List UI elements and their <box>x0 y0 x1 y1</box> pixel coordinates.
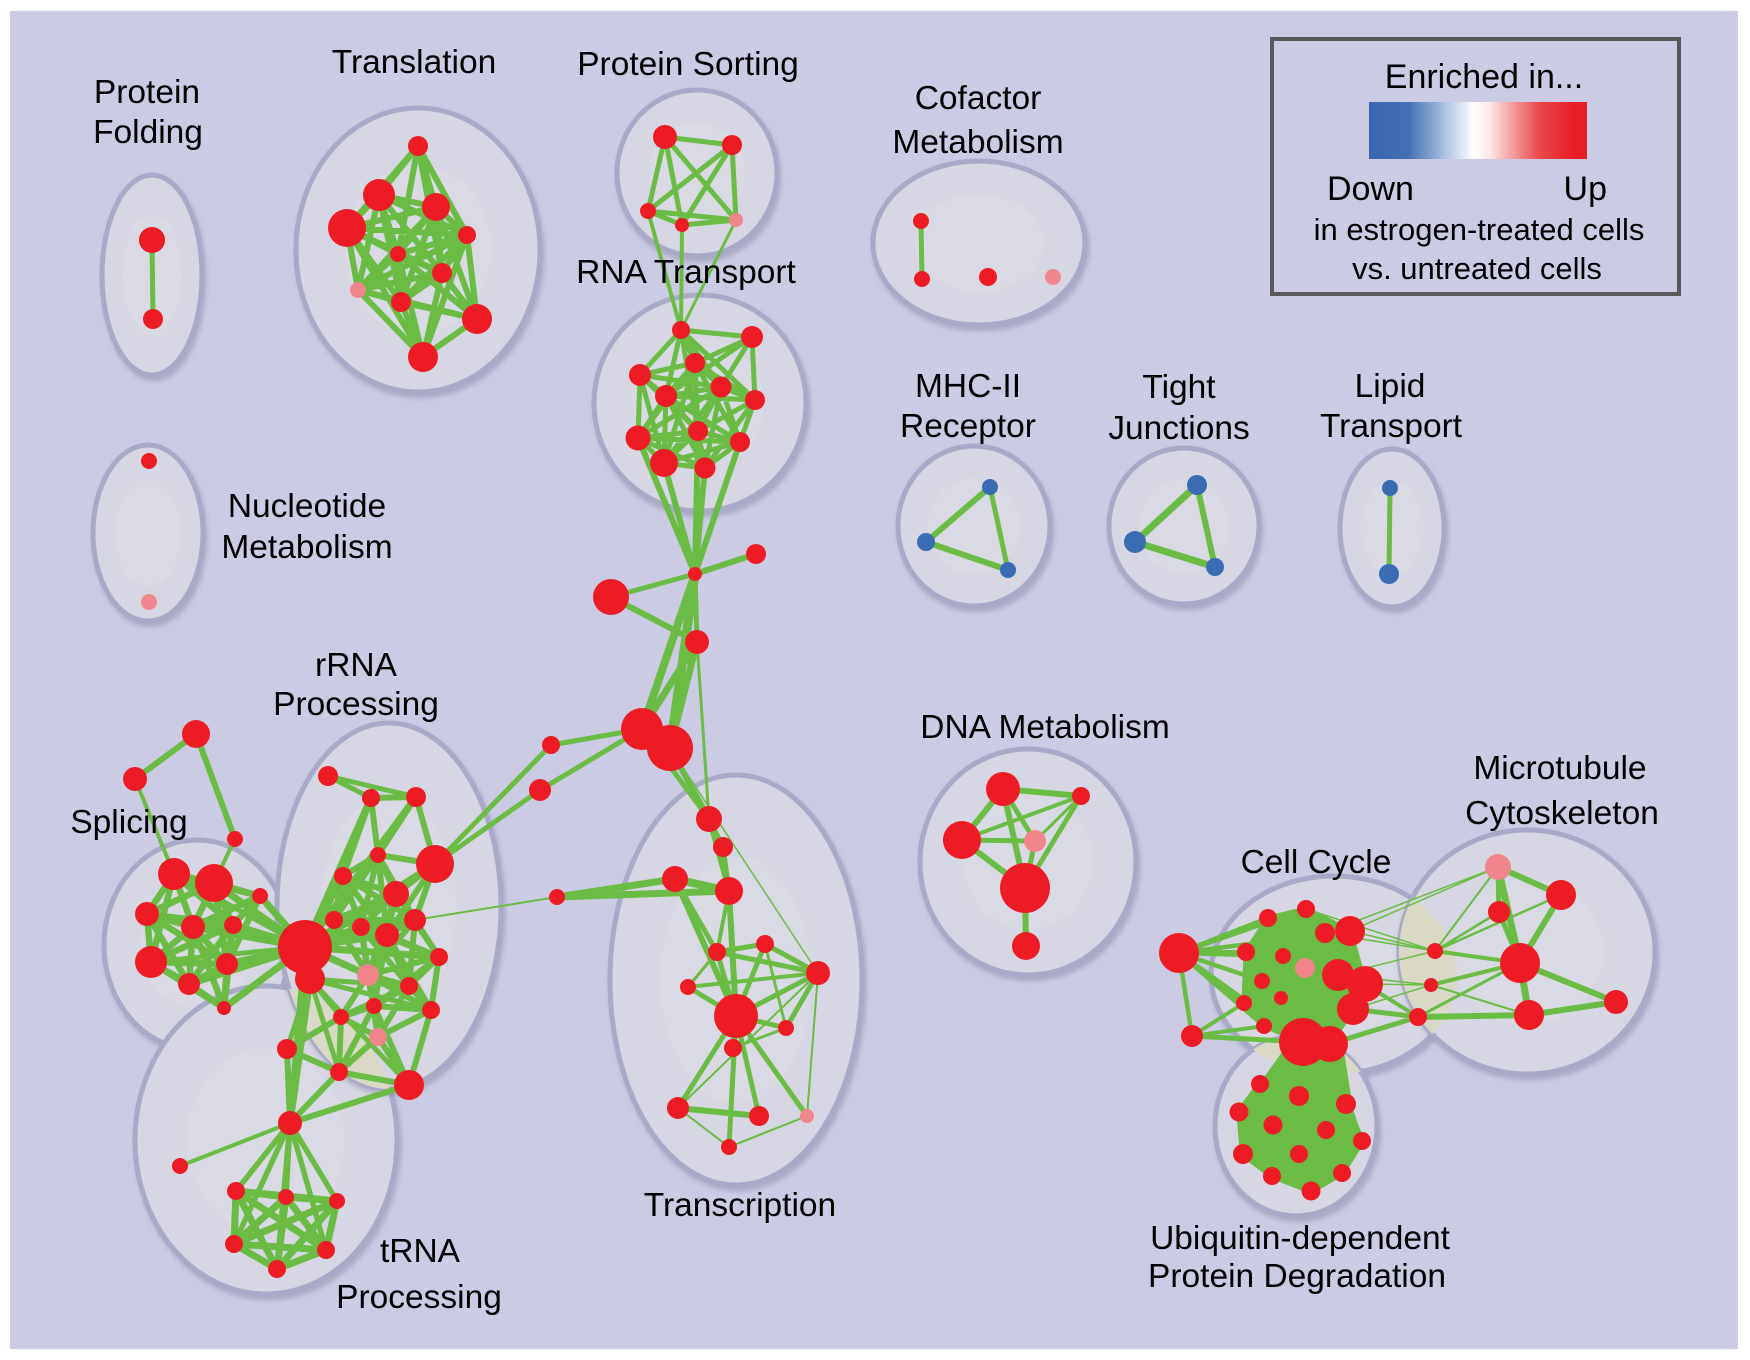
svg-text:Ubiquitin-dependent: Ubiquitin-dependent <box>1150 1220 1451 1257</box>
svg-text:Cofactor: Cofactor <box>915 80 1042 117</box>
svg-text:Folding: Folding <box>93 114 203 151</box>
svg-text:Up: Up <box>1564 170 1607 208</box>
svg-text:Protein Sorting: Protein Sorting <box>577 46 799 83</box>
svg-text:Receptor: Receptor <box>900 408 1036 445</box>
svg-text:rRNA: rRNA <box>315 647 398 684</box>
svg-text:Processing: Processing <box>336 1279 502 1316</box>
svg-text:Protein Degradation: Protein Degradation <box>1148 1258 1446 1295</box>
svg-text:Metabolism: Metabolism <box>221 529 392 566</box>
svg-text:tRNA: tRNA <box>380 1233 461 1270</box>
svg-text:Junctions: Junctions <box>1108 410 1250 447</box>
svg-text:Lipid: Lipid <box>1355 368 1426 405</box>
svg-text:Splicing: Splicing <box>70 804 187 841</box>
svg-text:Cytoskeleton: Cytoskeleton <box>1465 795 1659 832</box>
svg-text:Processing: Processing <box>273 686 439 723</box>
svg-text:in estrogen-treated cells: in estrogen-treated cells <box>1314 212 1645 247</box>
svg-text:Down: Down <box>1327 170 1414 208</box>
svg-text:Enriched in...: Enriched in... <box>1385 58 1583 96</box>
svg-text:Metabolism: Metabolism <box>892 124 1063 161</box>
svg-text:vs. untreated cells: vs. untreated cells <box>1352 251 1602 286</box>
svg-text:RNA Transport: RNA Transport <box>576 254 796 291</box>
svg-text:Cell Cycle: Cell Cycle <box>1241 844 1392 881</box>
svg-text:MHC-II: MHC-II <box>915 368 1021 405</box>
svg-text:Nucleotide: Nucleotide <box>228 488 386 525</box>
svg-text:Translation: Translation <box>332 44 496 81</box>
svg-text:Protein: Protein <box>94 74 200 111</box>
svg-text:Microtubule: Microtubule <box>1473 750 1646 787</box>
svg-text:Transport: Transport <box>1320 408 1463 445</box>
svg-text:Transcription: Transcription <box>644 1187 836 1224</box>
svg-text:DNA Metabolism: DNA Metabolism <box>920 709 1169 746</box>
svg-text:Tight: Tight <box>1142 369 1216 406</box>
